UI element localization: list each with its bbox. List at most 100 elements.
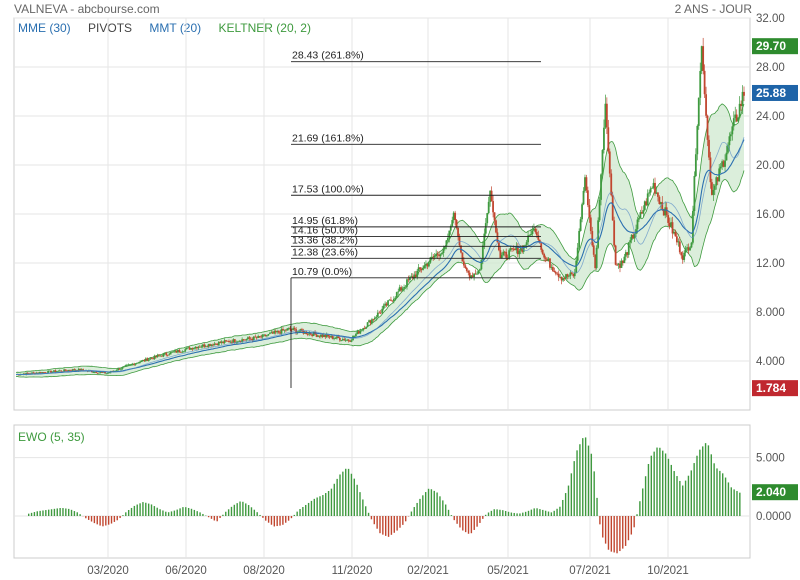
- candle-body: [356, 331, 359, 335]
- candle-body: [436, 253, 439, 255]
- candle-body: [652, 182, 655, 188]
- candle-body: [543, 253, 546, 258]
- ewo-bar: [436, 492, 438, 516]
- ewo-bar: [402, 516, 404, 525]
- ewo-bar: [450, 515, 453, 516]
- candle-body: [353, 335, 356, 337]
- candle-body: [397, 291, 400, 293]
- ewo-bar: [350, 473, 353, 516]
- ewo-bar: [559, 506, 561, 516]
- y-tick-label: 16.00: [756, 209, 785, 221]
- axes: 32.00 28.00 24.00 20.00 16.00 12.00 8.000 4.000…: [87, 13, 791, 577]
- candle-body: [738, 103, 741, 118]
- ewo-bar: [276, 516, 278, 527]
- ewo-bar: [59, 508, 61, 516]
- legend-keltner[interactable]: KELTNER (20, 2): [218, 21, 311, 35]
- candle-body: [66, 370, 68, 372]
- candle-body: [524, 244, 527, 246]
- ewo-bar: [353, 478, 355, 516]
- ewo-bar: [642, 488, 644, 516]
- ewo-bar: [216, 516, 218, 522]
- candle-body: [26, 372, 29, 374]
- candle-body: [245, 339, 248, 340]
- candle-body: [179, 351, 182, 353]
- candle-body: [661, 202, 664, 210]
- ewo-bar: [342, 471, 344, 516]
- chart-title: VALNEVA - abcbourse.com: [14, 2, 160, 16]
- ewo-bar: [493, 509, 495, 516]
- ewo-bar: [87, 516, 90, 520]
- candle-body: [649, 188, 652, 193]
- candle-body: [433, 256, 436, 258]
- ewo-bar: [696, 455, 698, 516]
- candle-body: [559, 277, 562, 278]
- ewo-bar: [707, 445, 710, 516]
- candle-body: [82, 369, 85, 371]
- candle-body: [344, 339, 347, 341]
- candle-body: [575, 260, 578, 273]
- candle-body: [585, 177, 588, 191]
- candle-body: [287, 327, 290, 329]
- ewo-bar: [347, 468, 350, 516]
- candle-body: [457, 227, 459, 237]
- candle-body: [108, 372, 111, 374]
- ewo-bar: [664, 453, 667, 516]
- candle-body: [589, 217, 592, 232]
- ewo-y-tick-label: 0.0000: [756, 511, 791, 523]
- candle-body: [184, 349, 187, 352]
- candle-body: [376, 312, 379, 317]
- candle-body: [322, 334, 325, 337]
- candle-body: [734, 114, 737, 119]
- candle-body: [273, 331, 276, 334]
- ewo-bar: [230, 506, 233, 516]
- ewo-bar: [584, 437, 587, 516]
- ewo-bar: [522, 512, 524, 516]
- ewo-bar: [322, 495, 324, 516]
- candle-body: [158, 355, 160, 357]
- ewo-bar: [256, 512, 258, 516]
- ewo-bar: [85, 516, 87, 519]
- candle-body: [196, 346, 198, 349]
- candle-body: [541, 249, 544, 254]
- ewo-bar: [687, 475, 690, 516]
- x-tick-label: 10/2021: [647, 565, 689, 577]
- candle-body: [298, 331, 300, 333]
- candle-body: [19, 374, 22, 376]
- candle-body: [645, 201, 648, 206]
- ewo-bar: [719, 470, 721, 516]
- ewo-bar: [285, 516, 287, 523]
- candle-body: [423, 265, 426, 269]
- candle-body: [123, 366, 125, 367]
- ewo-bar: [410, 511, 413, 516]
- candle-body: [395, 292, 398, 298]
- candle-body: [732, 118, 735, 127]
- legend-mmt[interactable]: MMT (20): [149, 21, 202, 35]
- candle-body: [550, 267, 553, 268]
- candle-body: [444, 246, 446, 250]
- ewo-legend[interactable]: EWO (5, 35): [18, 430, 85, 444]
- ewo-bar: [122, 515, 124, 516]
- ewo-bar: [647, 463, 650, 516]
- candle-body: [178, 349, 181, 352]
- candle-body: [719, 166, 722, 169]
- ewo-bar: [613, 516, 615, 553]
- ewo-bar: [47, 509, 50, 516]
- candle-body: [665, 207, 668, 216]
- legend-pivots[interactable]: PIVOTS: [88, 21, 133, 35]
- candle-body: [382, 305, 385, 309]
- ewo-bar: [227, 509, 230, 516]
- candle-body: [236, 341, 239, 343]
- candle-body: [270, 332, 273, 334]
- ewo-bar: [536, 508, 538, 516]
- candle-body: [692, 210, 694, 243]
- ewo-panel-frame: [13, 424, 751, 559]
- candle-body: [95, 371, 98, 373]
- candle-body: [360, 330, 363, 332]
- candle-body: [260, 336, 262, 338]
- legend-mme[interactable]: MME (30): [18, 21, 71, 35]
- period-label[interactable]: 2 ANS - JOUR: [674, 2, 752, 16]
- candle-body: [366, 322, 369, 327]
- candle-body: [671, 222, 674, 234]
- candle-body: [96, 372, 99, 374]
